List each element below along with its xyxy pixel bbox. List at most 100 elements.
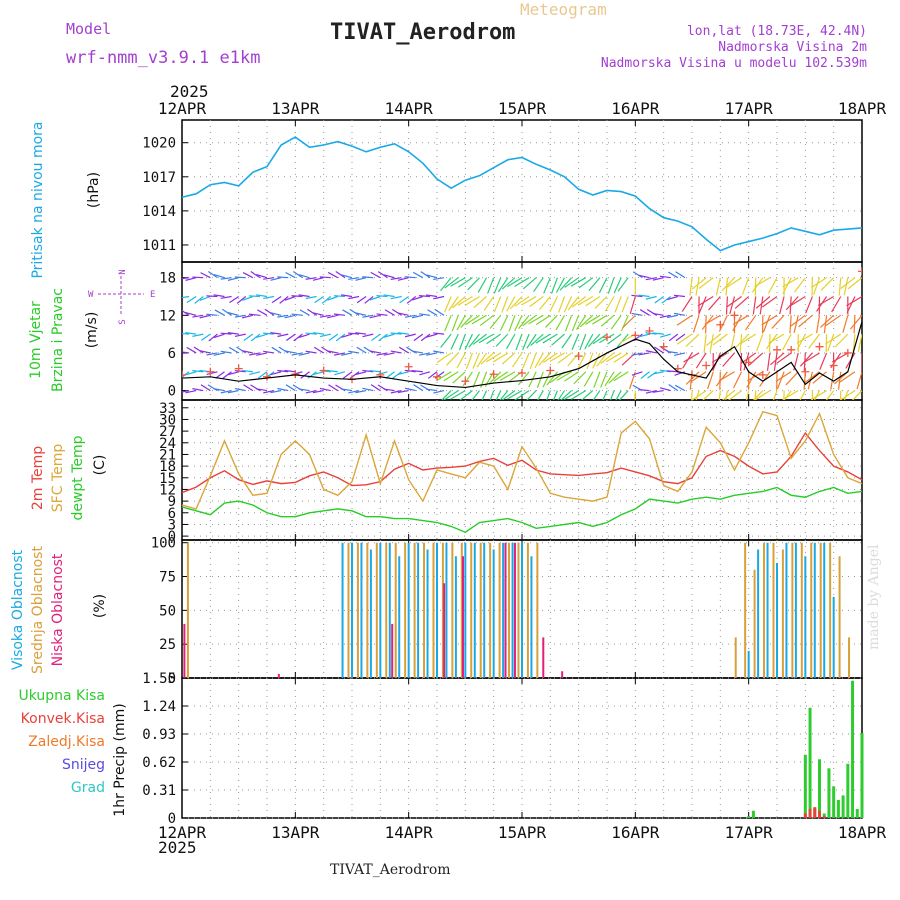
wind-arrow	[558, 296, 566, 313]
wind-arrow	[456, 352, 466, 369]
wind-arrow	[341, 333, 353, 338]
wind-arrow	[698, 296, 707, 314]
wind-arrow	[390, 277, 402, 280]
wind-arrow	[789, 315, 792, 334]
wind-arrow	[457, 277, 473, 288]
wind-arrow	[638, 333, 650, 338]
wind-arrow	[222, 308, 232, 316]
wind-arrow	[277, 333, 289, 338]
wind-arrow	[480, 352, 495, 365]
wind-arrow	[348, 350, 360, 354]
wind-arrow	[537, 390, 544, 400]
wind-arrow	[465, 352, 473, 370]
wind-arrow	[570, 277, 587, 287]
wind-arrow	[514, 390, 530, 400]
wind-arrow	[334, 352, 346, 356]
wind-arrow	[444, 315, 452, 332]
wind-arrow	[652, 312, 664, 316]
wind-arrow	[489, 390, 495, 400]
wind-arrow	[457, 295, 473, 306]
y-tick-label-cloud: 100	[151, 536, 176, 552]
wind-arrow	[493, 296, 502, 313]
wind-arrow	[579, 333, 587, 351]
wind-arrow	[698, 277, 714, 289]
wind-arrow	[182, 334, 183, 335]
wind-arrow	[543, 352, 558, 364]
wind-arrow	[847, 277, 862, 290]
wind-arrow	[782, 333, 792, 351]
wind-arrow	[515, 333, 523, 351]
precip-bar-1	[822, 816, 826, 818]
wind-arrow	[813, 277, 821, 295]
wind-arrow	[645, 350, 657, 354]
wind-arrow	[292, 271, 303, 279]
wind-arrow	[236, 296, 247, 304]
x-tick-bottom-label: 15APR	[498, 823, 547, 842]
wind-arrow	[456, 315, 466, 331]
wind-arrow	[298, 333, 310, 338]
wind-arrow	[564, 315, 573, 332]
wind-arrow	[600, 352, 615, 364]
wind-arrow	[652, 332, 664, 335]
wind-arrow	[404, 387, 416, 392]
wind-arrow	[257, 309, 268, 316]
wind-arrow	[805, 296, 813, 314]
wind-gust-marker	[829, 361, 838, 370]
wind-arrow	[444, 296, 452, 313]
wind-arrow	[307, 308, 317, 316]
compass-icon	[98, 276, 144, 316]
wind-arrow	[199, 314, 211, 319]
wind-arrow	[712, 333, 728, 346]
wind-arrow	[756, 333, 764, 352]
wind-arrow	[213, 294, 225, 298]
wind-arrow	[489, 314, 502, 329]
wind-arrow	[695, 277, 700, 296]
wind-arrow	[614, 296, 622, 313]
wind-arrow	[314, 296, 325, 304]
wind-arrow	[222, 371, 232, 379]
wind-arrow	[691, 390, 693, 400]
wind-arrow	[376, 313, 388, 316]
wind-arrow	[499, 315, 509, 331]
wind-arrow	[839, 371, 856, 383]
wind-arrow	[501, 390, 516, 400]
wind-arrow	[243, 333, 254, 341]
wind-arrow	[771, 314, 785, 329]
wind-arrow	[446, 352, 459, 366]
wind-arrow	[270, 312, 282, 316]
compass-w-label: W	[88, 290, 94, 300]
wind-arrow	[234, 314, 246, 318]
wind-arrow	[241, 350, 253, 354]
wind-arrow	[328, 384, 339, 392]
wind-arrow	[220, 390, 232, 394]
wind-arrow	[312, 332, 324, 335]
temp-dewpt-label: dewpt Temp	[70, 435, 86, 520]
wind-arrow	[668, 383, 679, 392]
wind-arrow	[433, 277, 445, 281]
pressure-line	[181, 136, 863, 252]
y-tick-label-temperature: 30	[159, 412, 176, 428]
wind-arrow	[355, 277, 367, 281]
wind-gust-marker	[376, 370, 385, 379]
wind-arrow	[509, 296, 523, 310]
pressure-axis-label: Pritisak na nivou mora	[30, 121, 46, 278]
wind-arrow	[185, 371, 197, 376]
wind-arrow	[674, 352, 686, 356]
wind-arrow	[556, 371, 572, 381]
wind-arrow	[227, 332, 239, 335]
cloud-low-label: Niska Oblacnost	[50, 553, 66, 666]
altitude-label: Nadmorska Visina 2m	[718, 40, 867, 55]
wind-arrow	[755, 296, 771, 309]
wind-arrow	[535, 333, 551, 344]
model-label: Model	[66, 20, 112, 38]
wind-arrow	[182, 332, 190, 335]
x-tick-top-label: 16APR	[611, 99, 660, 118]
cloud-units-label: (%)	[92, 594, 108, 618]
wind-arrow	[462, 371, 473, 387]
wind-arrow	[560, 390, 572, 400]
wind-arrow	[674, 384, 686, 392]
wind-gust-marker	[702, 361, 711, 370]
wind-arrow	[571, 333, 580, 351]
wind-arrow	[549, 352, 565, 362]
